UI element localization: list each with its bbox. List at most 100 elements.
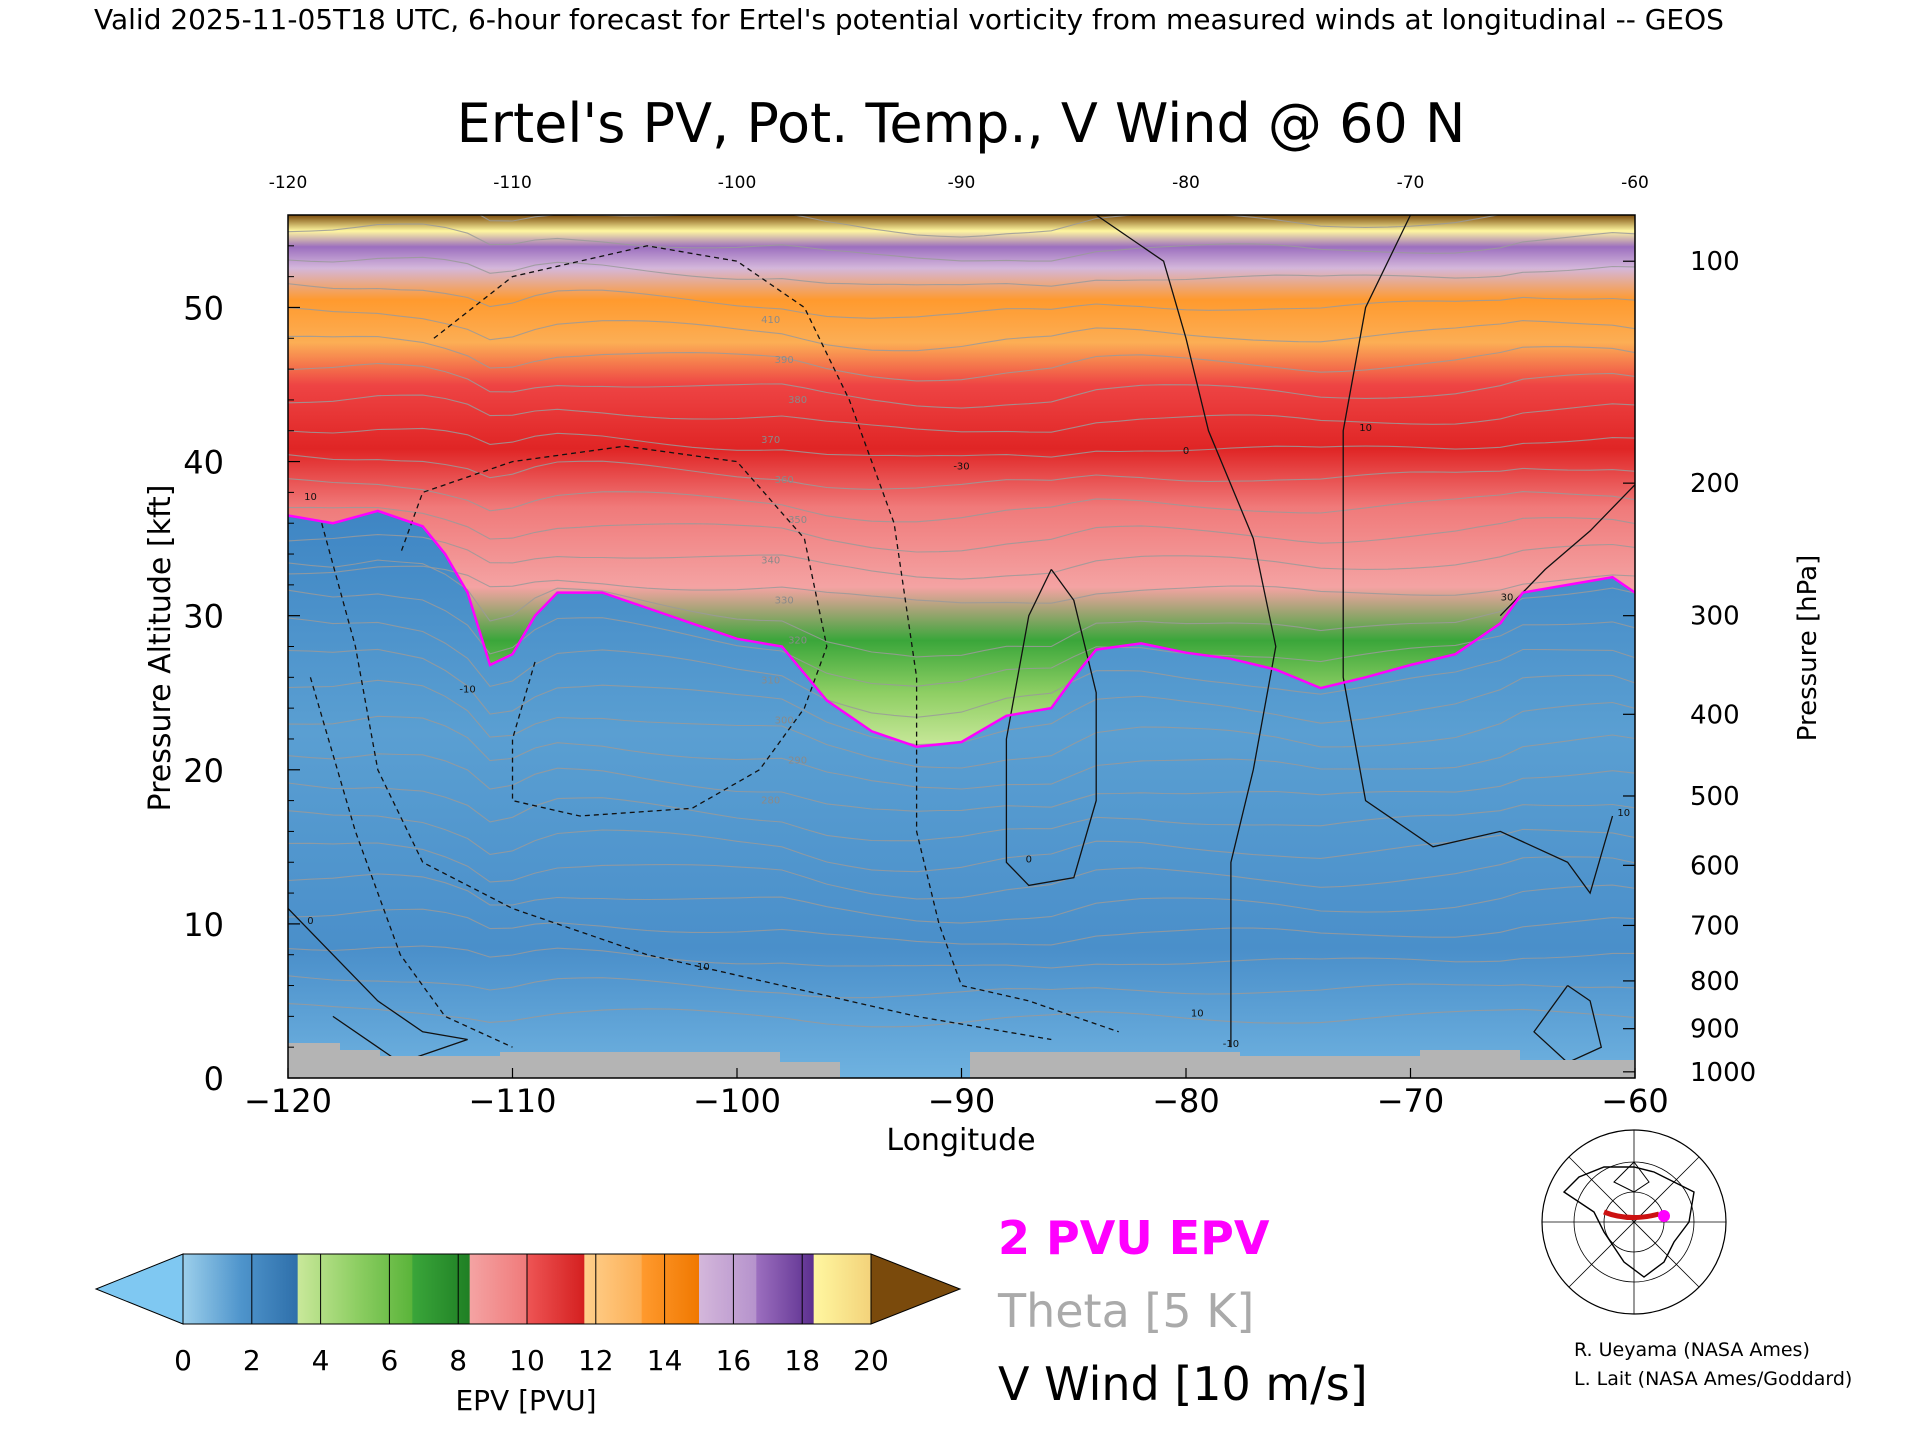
plot-area: 410390380370360350340330320310300290280 … bbox=[288, 215, 1635, 1078]
y-tick-right-label: 300 bbox=[1690, 602, 1740, 632]
stratosphere-field bbox=[288, 215, 1635, 747]
terrain-mask bbox=[288, 1043, 1635, 1078]
colorbar-band bbox=[412, 1254, 471, 1324]
y-tick-right-label: 400 bbox=[1690, 700, 1740, 730]
x-axis: −120 −110 −100 −90 −80 −70 −60 bbox=[244, 1068, 1669, 1120]
colorbar-tick-label: 20 bbox=[853, 1344, 889, 1377]
top-tick-label: -120 bbox=[269, 173, 308, 193]
colorbar-tick-label: 8 bbox=[449, 1344, 467, 1377]
legend-pv: 2 PVU EPV bbox=[998, 1211, 1270, 1265]
v-wind-contour bbox=[433, 245, 1119, 1033]
colorbar-band bbox=[699, 1254, 757, 1324]
y-tick-right-label: 600 bbox=[1690, 851, 1740, 881]
theta-contour bbox=[288, 1003, 1635, 1028]
theta-contour bbox=[288, 283, 1635, 319]
y-axis-left-label: Pressure Altitude [kft] bbox=[143, 485, 178, 812]
y-axis-left: 0 10 20 30 40 50 bbox=[183, 245, 300, 1098]
colorbar-tick-label: 18 bbox=[784, 1344, 820, 1377]
theta-contour bbox=[288, 454, 1635, 490]
v-wind-contours: 10 0 -10 -30 10 10 0 10 -10 30 10 0 bbox=[288, 215, 1635, 1064]
theta-contour bbox=[288, 559, 1635, 658]
colorbar-band bbox=[641, 1254, 700, 1324]
y-axis-right-label: Pressure [hPa] bbox=[1793, 555, 1823, 742]
v-wind-contour bbox=[1095, 215, 1277, 1048]
y-tick-left-label: 0 bbox=[204, 1060, 224, 1098]
v-wind-contour bbox=[1342, 215, 1614, 895]
y-tick-left-label: 20 bbox=[183, 752, 224, 790]
v-wind-label: 0 bbox=[1183, 446, 1189, 457]
y-tick-left-label: 10 bbox=[183, 906, 224, 944]
theta-contour bbox=[288, 975, 1635, 999]
v-wind-label: 10 bbox=[1359, 423, 1372, 434]
theta-contour-label: 320 bbox=[788, 635, 807, 646]
credit-line-2: L. Lait (NASA Ames/Goddard) bbox=[1574, 1368, 1852, 1390]
theta-contour bbox=[288, 427, 1635, 458]
y-tick-right-label: 700 bbox=[1690, 911, 1740, 941]
colorbar-band bbox=[584, 1254, 643, 1324]
colorbar-tick-label: 14 bbox=[647, 1344, 683, 1377]
theta-contour-label: 390 bbox=[775, 355, 794, 366]
v-wind-contour bbox=[1533, 984, 1603, 1064]
theta-contour bbox=[288, 810, 1635, 873]
colorbar-band bbox=[183, 1254, 241, 1324]
top-tick-label: -60 bbox=[1621, 173, 1649, 193]
colorbar-band bbox=[355, 1254, 413, 1324]
theta-contour-label: 300 bbox=[775, 716, 794, 727]
x-tick-label: −70 bbox=[1377, 1082, 1445, 1120]
theta-contour-label: 350 bbox=[788, 515, 807, 526]
x-tick-label: −80 bbox=[1152, 1082, 1220, 1120]
v-wind-label: -10 bbox=[1223, 1039, 1239, 1050]
v-wind-label: 10 bbox=[1191, 1008, 1204, 1019]
colorbar-tick-label: 2 bbox=[243, 1344, 261, 1377]
theta-contour bbox=[288, 842, 1635, 900]
v-wind-contour bbox=[1005, 569, 1097, 887]
colorbar-band bbox=[527, 1254, 585, 1324]
chart-title: Ertel's PV, Pot. Temp., V Wind @ 60 N bbox=[457, 92, 1466, 155]
theta-contour-label: 330 bbox=[775, 595, 794, 606]
y-tick-left-label: 40 bbox=[183, 444, 224, 482]
theta-contour bbox=[288, 589, 1635, 687]
theta-contour-label: 380 bbox=[788, 395, 807, 406]
theta-contour bbox=[288, 873, 1635, 924]
theta-contour bbox=[288, 394, 1635, 433]
theta-contour-label: 410 bbox=[761, 315, 780, 326]
theta-contour bbox=[288, 782, 1635, 842]
y-tick-left-label: 50 bbox=[183, 289, 224, 327]
colorbar-tick-label: 0 bbox=[174, 1344, 192, 1377]
theta-contour bbox=[288, 617, 1635, 718]
theta-contour bbox=[288, 362, 1635, 409]
theta-contour bbox=[288, 478, 1635, 523]
y-tick-right-label: 900 bbox=[1690, 1015, 1740, 1045]
theta-contour-label: 310 bbox=[761, 675, 780, 686]
legend-wind: V Wind [10 m/s] bbox=[998, 1357, 1368, 1411]
legend-theta: Theta [5 K] bbox=[997, 1284, 1254, 1338]
header-valid-text: Valid 2025-11-05T18 UTC, 6-hour forecast… bbox=[94, 3, 1724, 36]
v-wind-label: 10 bbox=[697, 962, 710, 973]
top-tick-label: -90 bbox=[948, 173, 976, 193]
y-tick-right-label: 800 bbox=[1690, 967, 1740, 997]
x-axis-label: Longitude bbox=[886, 1123, 1035, 1158]
theta-contour-label: 340 bbox=[761, 555, 780, 566]
colorbar-tick-label: 10 bbox=[509, 1344, 545, 1377]
top-tick-label: -80 bbox=[1172, 173, 1200, 193]
y-axis-right: 100 200 300 400 500 600 700 800 900 1000 bbox=[1623, 247, 1756, 1088]
colorbar-tick-label: 12 bbox=[578, 1344, 614, 1377]
y-tick-right-label: 1000 bbox=[1690, 1058, 1756, 1088]
theta-contour-label: 360 bbox=[775, 475, 794, 486]
v-wind-contour bbox=[321, 523, 1052, 1041]
x-tick-label: −100 bbox=[693, 1082, 781, 1120]
theta-contour-label: 370 bbox=[761, 435, 780, 446]
theta-contour bbox=[288, 945, 1635, 969]
colorbar-label: EPV [PVU] bbox=[455, 1384, 596, 1417]
top-axis: -120 -110 -100 -90 -80 -70 -60 bbox=[269, 173, 1649, 193]
theta-contour bbox=[288, 335, 1635, 382]
v-wind-label: -10 bbox=[459, 685, 475, 696]
y-tick-left-label: 30 bbox=[183, 598, 224, 636]
colorbar: 0 2 4 6 8 10 12 14 16 18 20 bbox=[94, 1253, 962, 1377]
polar-map-icon bbox=[1541, 1129, 1727, 1315]
theta-contour bbox=[288, 534, 1635, 580]
theta-contour bbox=[288, 679, 1635, 769]
colorbar-band bbox=[469, 1254, 528, 1324]
v-wind-label: 30 bbox=[1501, 592, 1514, 603]
